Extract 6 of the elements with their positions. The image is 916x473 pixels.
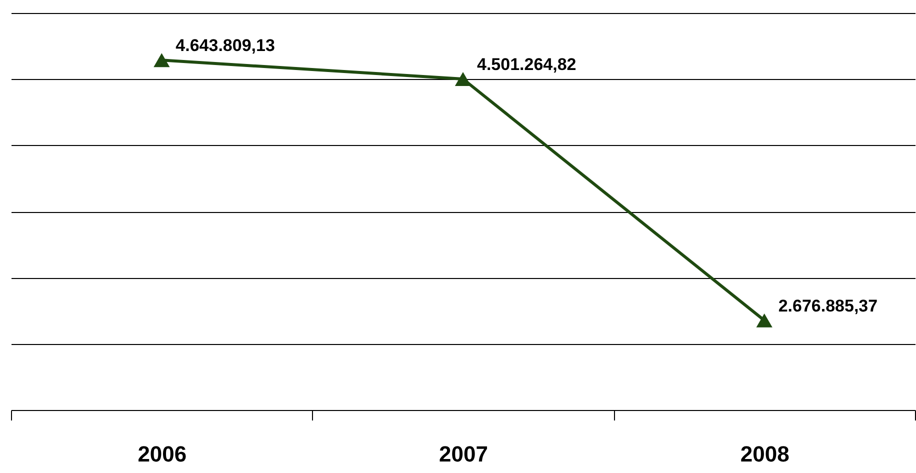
x-tick-label: 2006 — [138, 442, 187, 466]
data-label: 2.676.885,37 — [778, 296, 878, 316]
x-tick-label: 2007 — [439, 442, 488, 466]
data-label: 4.501.264,82 — [477, 55, 576, 74]
x-tick-label: 2008 — [740, 442, 790, 466]
data-label: 4.643.809,13 — [176, 36, 275, 56]
